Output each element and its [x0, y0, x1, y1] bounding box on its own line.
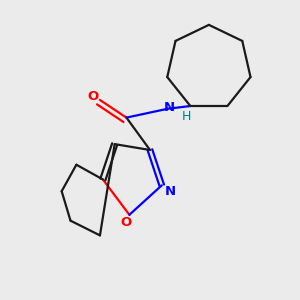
Text: O: O — [87, 91, 98, 103]
Text: N: N — [165, 185, 176, 198]
Text: O: O — [121, 216, 132, 229]
Text: N: N — [164, 101, 175, 114]
Text: H: H — [182, 110, 191, 123]
